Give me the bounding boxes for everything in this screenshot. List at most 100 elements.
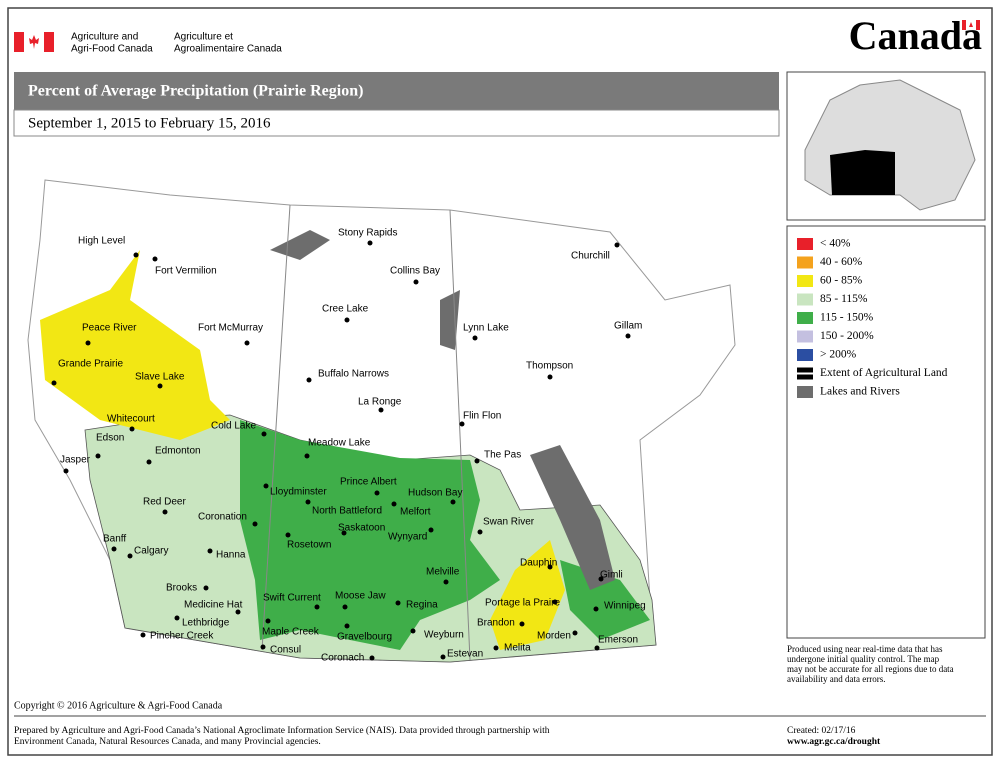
city-dot [547, 564, 553, 570]
city-label: Cree Lake [322, 304, 369, 315]
dept-en: Agriculture and [71, 32, 138, 43]
city-label: Red Deer [143, 497, 186, 508]
city-dot [378, 407, 384, 413]
city-label: Brooks [166, 583, 197, 594]
city-label: Melfort [400, 507, 431, 518]
city-dot [410, 628, 416, 634]
city-label: Gravelbourg [337, 632, 392, 643]
city-label: Fort McMurray [198, 323, 263, 334]
city-label: Swift Current [263, 593, 321, 604]
note: undergone initial quality control. The m… [787, 654, 940, 664]
city-dot [51, 380, 57, 386]
city-dot [263, 483, 269, 489]
legend-label: Lakes and Rivers [820, 386, 900, 398]
legend-box [786, 225, 986, 639]
province-border [261, 204, 471, 661]
city-label: Meadow Lake [308, 438, 371, 449]
city-dot [235, 609, 241, 615]
city-dot [129, 426, 135, 432]
city-label: Maple Creek [262, 627, 320, 638]
flag-logo [14, 32, 54, 52]
city-dot [285, 532, 291, 538]
city-label: Edmonton [155, 446, 201, 457]
city-dot [450, 499, 456, 505]
city-label: Winnipeg [604, 601, 646, 612]
city-dot [474, 458, 480, 464]
city-label: Moose Jaw [335, 591, 386, 602]
city-dot [95, 453, 101, 459]
city-dot [260, 644, 266, 650]
city-label: Collins Bay [390, 266, 440, 277]
city-dot [519, 621, 525, 627]
city-label: Calgary [134, 546, 168, 557]
city-label: Saskatoon [338, 523, 385, 534]
city-dot [162, 509, 168, 515]
city-dot [593, 606, 599, 612]
city-dot [572, 630, 578, 636]
city-dot [127, 553, 133, 559]
created: Created: 02/17/16 [787, 726, 856, 736]
city-label: Estevan [447, 649, 483, 660]
city-label: Dauphin [520, 558, 557, 569]
city-dot [63, 468, 69, 474]
inset-prairies [830, 150, 895, 195]
city-label: The Pas [484, 450, 521, 461]
city-label: Coronach [321, 653, 364, 664]
note: may not be accurate for all regions due … [787, 664, 954, 674]
city-dot [374, 490, 380, 496]
city-label: Pincher Creek [150, 631, 214, 642]
city-label: Consul [270, 645, 301, 656]
city-dot [146, 459, 152, 465]
title: Percent of Average Precipitation (Prairi… [28, 83, 363, 100]
city-dot [342, 604, 348, 610]
wordmark-flag [962, 20, 980, 30]
lake [440, 290, 460, 350]
city-label: Stony Rapids [338, 228, 397, 239]
legend-label: Extent of Agricultural Land [820, 367, 948, 379]
city-dot [304, 453, 310, 459]
city-label: Morden [537, 631, 571, 642]
wordmark: Canada [849, 13, 982, 58]
city-label: Churchill [571, 251, 610, 262]
city-dot [547, 374, 553, 380]
dry-area [40, 250, 230, 440]
city-label: Lloydminster [270, 487, 327, 498]
city-dot [261, 431, 267, 437]
city-dot [133, 252, 139, 258]
legend-label: 85 - 115% [820, 293, 868, 305]
footer-prepared: Environment Canada, Natural Resources Ca… [14, 737, 321, 747]
city-label: Coronation [198, 512, 247, 523]
subtitle-box [13, 109, 780, 137]
city-label: Buffalo Narrows [318, 369, 389, 380]
city-dot [440, 654, 446, 660]
city-dot [367, 240, 373, 246]
city-dot [252, 521, 258, 527]
note: availability and data errors. [787, 674, 885, 684]
city-label: Edson [96, 433, 124, 444]
city-dot [306, 377, 312, 383]
city-label: Slave Lake [135, 372, 185, 383]
dept-en: Agri-Food Canada [71, 44, 153, 55]
lake [270, 230, 330, 260]
city-label: Hudson Bay [408, 488, 462, 499]
map [27, 179, 736, 663]
city-label: Cold Lake [211, 421, 256, 432]
city-label: Whitecourt [107, 414, 155, 425]
city-label: Thompson [526, 361, 573, 372]
legend-swatch [797, 386, 813, 398]
city-label: Gimli [600, 570, 623, 581]
city-label: Prince Albert [340, 477, 397, 488]
city-label: Portage la Praire [485, 598, 560, 609]
note: Produced using near real-time data that … [787, 644, 943, 654]
city-dot [477, 529, 483, 535]
city-label: Fort Vermilion [155, 266, 217, 277]
city-label: Regina [406, 600, 438, 611]
city-dot [459, 421, 465, 427]
legend-label: 115 - 150% [820, 312, 874, 324]
city-dot [369, 655, 375, 661]
city-dot [207, 548, 213, 554]
city-dot [493, 645, 499, 651]
city-label: Lethbridge [182, 618, 230, 629]
